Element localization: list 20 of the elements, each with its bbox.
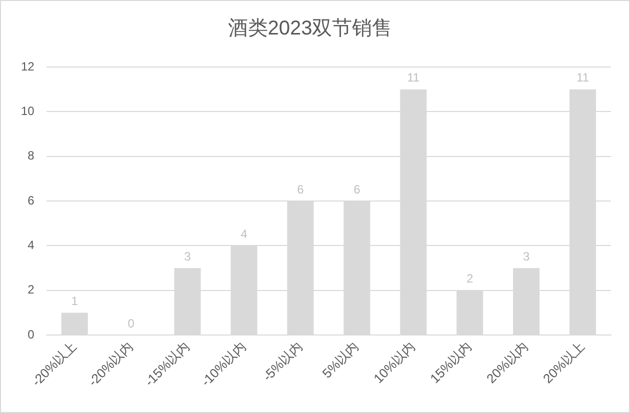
chart-title: 酒类2023双节销售 — [228, 18, 392, 40]
x-tick-label: 5%以内 — [319, 338, 362, 381]
data-label: 6 — [297, 182, 304, 196]
data-label: 2 — [466, 272, 474, 286]
data-label: 4 — [240, 227, 248, 242]
y-tick-label: 0 — [28, 327, 35, 342]
data-label: 11 — [407, 70, 420, 85]
y-tick-label: 8 — [28, 148, 35, 163]
y-tick-label: 10 — [20, 104, 35, 118]
data-label: 3 — [522, 249, 530, 264]
data-label: 6 — [354, 182, 361, 196]
y-tick-label: 12 — [20, 59, 35, 74]
data-label: 3 — [184, 249, 192, 264]
y-tick-label: 4 — [28, 238, 35, 252]
data-label: 0 — [128, 316, 135, 330]
data-label: 11 — [576, 70, 590, 85]
y-tick-label: 2 — [28, 282, 35, 297]
y-tick-label: 6 — [28, 193, 35, 208]
data-label: 1 — [71, 294, 78, 308]
x-tick-label: -5%以内 — [260, 338, 306, 384]
